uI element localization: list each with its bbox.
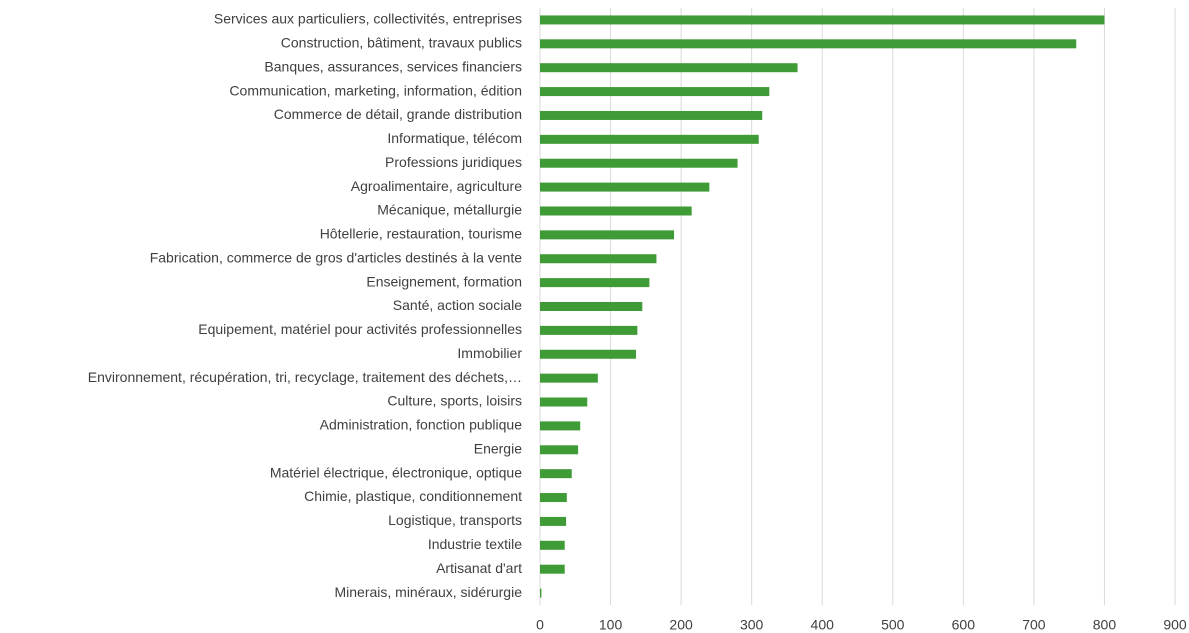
bar: [540, 15, 1105, 25]
bar: [540, 588, 542, 598]
bar: [540, 302, 643, 311]
bar: [540, 182, 710, 192]
y-tick-label: Informatique, télécom: [387, 130, 522, 146]
bar: [540, 493, 567, 503]
x-tick-label: 100: [599, 617, 623, 633]
y-tick-label: Professions juridiques: [385, 154, 522, 170]
y-tick-label: Banques, assurances, services financiers: [264, 58, 522, 74]
x-tick-label: 900: [1163, 617, 1187, 633]
y-tick-label: Santé, action sociale: [393, 297, 522, 313]
bar: [540, 349, 636, 359]
x-tick-label: 300: [740, 617, 764, 633]
bar: [540, 158, 738, 168]
bar: [540, 134, 759, 144]
y-tick-label: Artisanat d'art: [436, 560, 522, 576]
y-tick-label: Communication, marketing, information, é…: [229, 82, 522, 98]
y-tick-label: Fabrication, commerce de gros d'articles…: [150, 249, 523, 265]
y-tick-label: Enseignement, formation: [366, 273, 522, 289]
y-tick-label: Mécanique, métallurgie: [377, 202, 522, 218]
x-tick-label: 200: [669, 617, 693, 633]
bar: [540, 564, 565, 574]
bar: [540, 469, 572, 479]
y-tick-label: Immobilier: [457, 345, 522, 361]
y-tick-label: Equipement, matériel pour activités prof…: [198, 321, 522, 337]
y-tick-label: Chimie, plastique, conditionnement: [304, 488, 522, 504]
bar: [540, 206, 692, 216]
x-tick-label: 500: [881, 617, 905, 633]
y-tick-label: Environnement, récupération, tri, recycl…: [88, 369, 522, 385]
bar: [540, 39, 1077, 49]
bar: [540, 278, 650, 288]
bar: [540, 254, 657, 264]
x-tick-label: 700: [1022, 617, 1046, 633]
y-tick-label: Administration, fonction publique: [320, 417, 523, 433]
x-tick-label: 600: [952, 617, 976, 633]
y-tick-label: Minerais, minéraux, sidérurgie: [334, 584, 522, 600]
bar: [540, 63, 798, 73]
bar: [540, 397, 588, 407]
y-tick-label: Culture, sports, loisirs: [387, 393, 522, 409]
y-tick-label: Energie: [474, 440, 522, 456]
bar: [540, 516, 567, 526]
bar: [540, 87, 770, 97]
bar: [540, 373, 598, 383]
x-tick-label: 400: [811, 617, 835, 633]
bar: [540, 230, 675, 240]
x-tick-label: 800: [1093, 617, 1117, 633]
bar: [540, 110, 763, 120]
bar: [540, 421, 581, 431]
y-tick-label: Agroalimentaire, agriculture: [351, 178, 522, 194]
y-tick-label: Services aux particuliers, collectivités…: [214, 11, 522, 27]
bar: [540, 540, 565, 550]
y-tick-label: Construction, bâtiment, travaux publics: [281, 35, 522, 51]
x-tick-label: 0: [536, 617, 544, 633]
y-tick-label: Logistique, transports: [388, 512, 522, 528]
y-tick-label: Matériel électrique, électronique, optiq…: [270, 464, 522, 480]
bar: [540, 445, 579, 455]
y-tick-label: Hôtellerie, restauration, tourisme: [320, 226, 523, 242]
bar: [540, 325, 638, 335]
y-tick-label: Commerce de détail, grande distribution: [274, 106, 522, 122]
y-tick-label: Industrie textile: [428, 536, 522, 552]
